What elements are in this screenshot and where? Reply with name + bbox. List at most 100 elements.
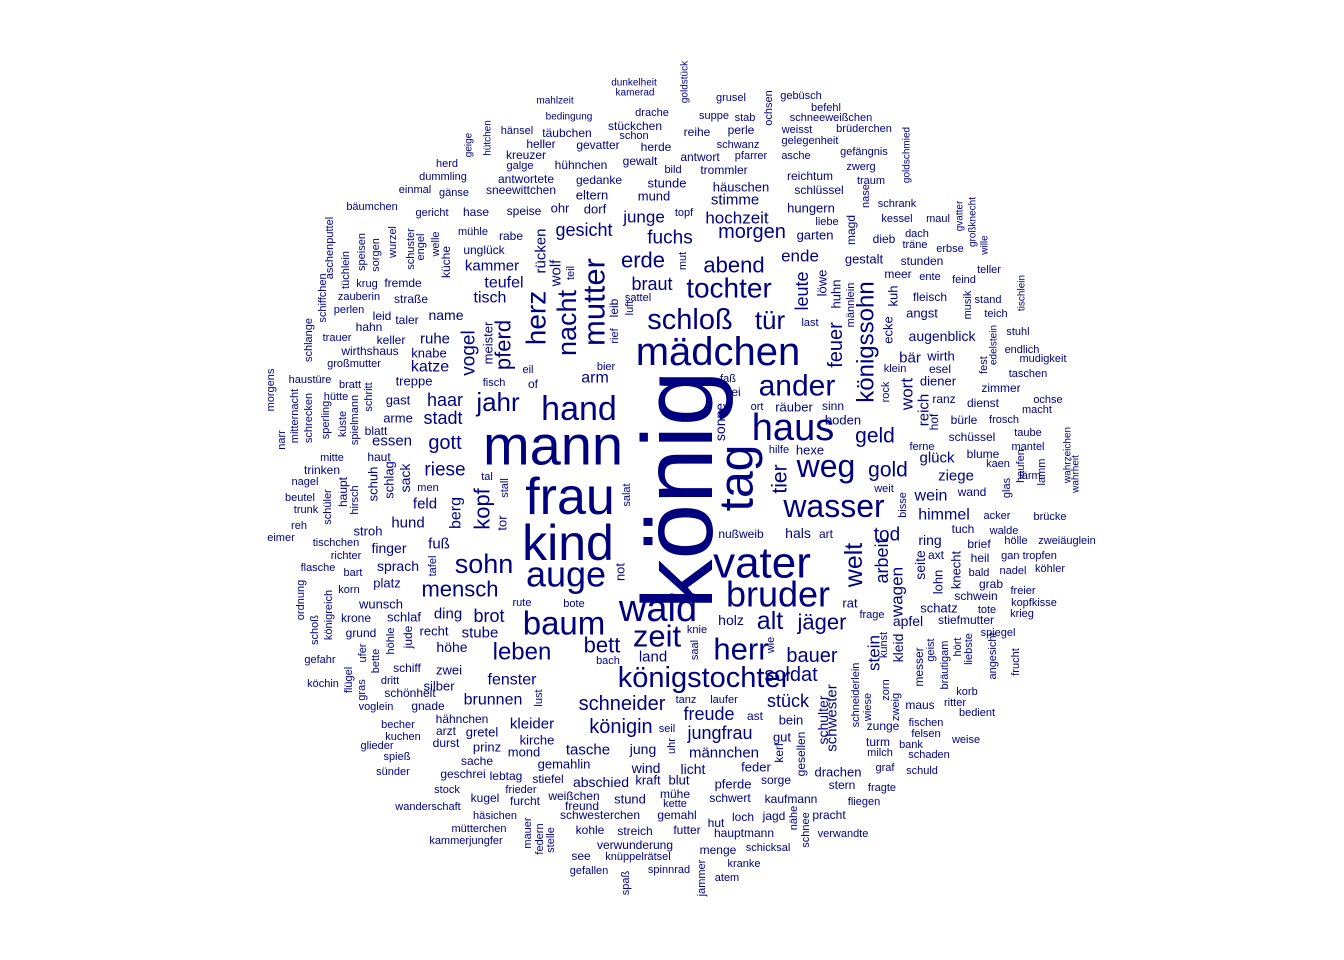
word-weißchen: weißchen: [547, 789, 599, 803]
word-stock: stock: [434, 784, 460, 796]
word-land: land: [639, 649, 667, 666]
word-gebüsch: gebüsch: [780, 90, 822, 102]
word-teufel: teufel: [484, 275, 523, 292]
word-dieb: dieb: [873, 232, 896, 246]
word-tuch: tuch: [952, 522, 975, 536]
word-könig: könig: [622, 370, 734, 609]
word-tüchlein: tüchlein: [340, 251, 352, 289]
word-kranke: kranke: [727, 858, 760, 870]
word-nase: nase: [860, 184, 872, 208]
word-sünder: sünder: [376, 766, 410, 778]
word-asche: asche: [781, 150, 810, 162]
word-hütte: hütte: [324, 391, 348, 403]
word-königstochter: königstochter: [618, 662, 791, 694]
word-klein: klein: [884, 363, 907, 375]
word-drache: drache: [635, 107, 669, 119]
word-gevatter: gevatter: [576, 138, 619, 152]
word-mut: mut: [677, 252, 689, 270]
word-mund: mund: [638, 189, 671, 204]
word-gedanke: gedanke: [576, 173, 622, 187]
word-wille: wille: [980, 235, 991, 256]
word-bedient: bedient: [959, 707, 995, 719]
word-weit: weit: [873, 483, 894, 495]
word-schulter: schulter: [815, 695, 831, 744]
word-bäumchen: bäumchen: [346, 201, 397, 213]
word-haupt: haupt: [336, 476, 350, 507]
word-gott: gott: [428, 432, 462, 454]
word-prinz: prinz: [473, 740, 501, 755]
word-nadel: nadel: [1000, 565, 1027, 577]
word-gefallen: gefallen: [570, 865, 609, 877]
word-rock: rock: [880, 381, 892, 402]
word-haus: haus: [752, 407, 834, 449]
word-wagen: wagen: [888, 567, 907, 618]
word-wein: wein: [914, 488, 948, 505]
word-bein: bein: [779, 713, 804, 728]
word-bär: bär: [899, 350, 921, 367]
word-engel: engel: [415, 234, 427, 261]
word-ente: ente: [919, 271, 940, 283]
word-korb: korb: [956, 686, 977, 698]
word-mühle: mühle: [458, 226, 488, 238]
word-mütterchen: mütterchen: [451, 823, 506, 835]
word-bräutigam: bräutigam: [939, 641, 951, 690]
word-finger: finger: [371, 540, 406, 556]
word-freund: freund: [565, 799, 599, 813]
word-freier: freier: [1010, 585, 1035, 597]
word-tor: tor: [495, 515, 510, 531]
word-stiefel: stiefel: [532, 772, 563, 786]
word-schoß: schoß: [309, 615, 321, 645]
word-pracht: pracht: [812, 808, 846, 822]
word-geschrei: geschrei: [440, 767, 485, 781]
word-gestalt: gestalt: [845, 252, 884, 267]
word-mensch: mensch: [421, 577, 498, 602]
word-rücken: rücken: [533, 228, 550, 273]
word-ochse: ochse: [1033, 394, 1062, 406]
word-rat: rat: [842, 596, 858, 611]
word-hört: hört: [952, 638, 964, 657]
word-pfarrer: pfarrer: [735, 150, 768, 162]
word-feder: feder: [741, 760, 771, 775]
word-sperling: sperling: [320, 401, 332, 440]
word-sohn: sohn: [455, 549, 514, 579]
word-holz: holz: [718, 612, 744, 628]
word-liebe: liebe: [815, 216, 838, 228]
word-hütchen: hütchen: [483, 120, 494, 156]
word-gast: gast: [386, 393, 411, 408]
word-endlich: endlich: [1005, 344, 1040, 356]
word-hungern: hungern: [787, 201, 835, 216]
word-dummling: dummling: [419, 171, 467, 183]
word-sprach: sprach: [377, 558, 419, 574]
word-luft: luft: [624, 301, 636, 316]
word-wanderschaft: wanderschaft: [394, 801, 460, 813]
word-hilfe: hilfe: [769, 444, 789, 456]
word-voglein: voglein: [359, 701, 394, 713]
word-mond: mond: [508, 745, 541, 760]
word-reichtum: reichtum: [787, 169, 833, 183]
word-morgen: morgen: [718, 221, 786, 243]
word-gänse: gänse: [439, 187, 469, 199]
word-streich: streich: [617, 824, 652, 838]
word-goldschmied: goldschmied: [902, 127, 913, 183]
word-bisse: bisse: [897, 492, 909, 518]
word-musik: musik: [962, 290, 974, 319]
word-häuschen: häuschen: [713, 180, 769, 195]
word-traum: traum: [857, 175, 885, 187]
word-abschied: abschied: [573, 774, 629, 790]
word-glück: glück: [919, 450, 955, 467]
word-laufer: laufer: [710, 694, 738, 706]
word-wind: wind: [631, 760, 661, 776]
word-mädchen: mädchen: [636, 330, 801, 374]
word-bank: bank: [899, 739, 923, 751]
word-bauer: bauer: [786, 645, 837, 667]
word-stelle: stelle: [545, 827, 557, 853]
word-lamm: lamm: [1036, 459, 1048, 486]
word-weg: weg: [796, 448, 856, 484]
word-garten: garten: [797, 228, 834, 243]
word-brücke: brücke: [1033, 511, 1066, 523]
word-bald: bald: [969, 567, 990, 579]
word-zwerg: zwerg: [846, 161, 875, 173]
word-stimme: stimme: [711, 192, 759, 209]
word-dach: dach: [905, 228, 929, 240]
word-einmal: einmal: [399, 184, 431, 196]
